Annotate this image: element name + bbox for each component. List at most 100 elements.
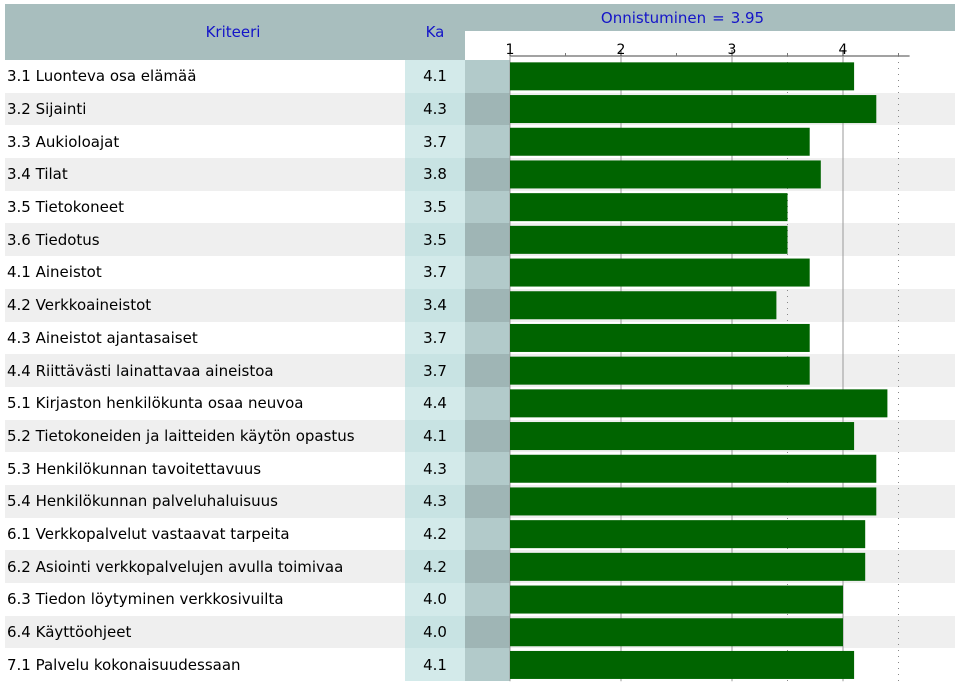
chart-gutter	[465, 354, 510, 387]
criterion-label: 6.3 Tiedon löytyminen verkkosivuilta	[7, 590, 284, 609]
table-row: 4.2 Verkkoaineistot 3.4	[5, 288, 955, 322]
chart-gutter	[465, 386, 510, 420]
criterion-label: 5.4 Henkilökunnan palveluhaluisuus	[7, 492, 278, 511]
mean-value: 4.1	[405, 60, 465, 93]
chart-gutter	[465, 125, 510, 159]
chart-gutter	[465, 452, 510, 485]
table-row: 3.6 Tiedotus 3.5	[5, 223, 955, 257]
bar	[510, 454, 877, 483]
bar	[510, 356, 810, 385]
chart-gutter	[465, 190, 510, 224]
chart-gutter	[465, 583, 510, 616]
criterion-label: 3.4 Tilat	[7, 165, 68, 184]
tick-label: 2	[617, 42, 626, 58]
chart-gutter	[465, 615, 510, 649]
chart-gutter	[465, 648, 510, 682]
criteria-header-label: Kriteeri	[205, 23, 261, 41]
mean-value: 3.7	[405, 125, 465, 159]
criterion-label: 3.3 Aukioloajat	[7, 132, 120, 151]
criterion-label: 6.1 Verkkopalvelut vastaavat tarpeita	[7, 524, 290, 543]
mean-value: 3.5	[405, 223, 465, 257]
mean-value: 3.7	[405, 321, 465, 355]
table-row: 4.3 Aineistot ajantasaiset 3.7	[5, 321, 955, 355]
bar	[510, 225, 788, 254]
tick-label: 3	[728, 42, 737, 58]
chart-gutter	[465, 60, 510, 93]
bar	[510, 650, 855, 679]
table-row: 4.1 Aineistot 3.7	[5, 256, 955, 289]
bar	[510, 618, 843, 647]
chart-header: Onnistuminen = 3.95	[465, 4, 955, 31]
bar	[510, 95, 877, 124]
criterion-label: 4.2 Verkkoaineistot	[7, 296, 152, 315]
table-row: 3.5 Tietokoneet 3.5	[5, 190, 955, 224]
tick-label: 4	[839, 42, 848, 58]
chart-gutter	[465, 484, 510, 518]
mean-value: 4.1	[405, 648, 465, 682]
chart-gutter	[465, 92, 510, 126]
bar	[510, 323, 810, 352]
bar	[510, 552, 866, 581]
criterion-label: 5.3 Henkilökunnan tavoitettavuus	[7, 459, 262, 478]
criterion-label: 3.5 Tietokoneet	[7, 198, 124, 217]
bar	[510, 585, 843, 614]
mean-value: 4.3	[405, 92, 465, 126]
mean-value: 3.4	[405, 288, 465, 322]
bar	[510, 487, 877, 516]
chart-gutter	[465, 550, 510, 583]
bar	[510, 389, 888, 418]
bar	[510, 291, 777, 320]
mean-value: 3.5	[405, 190, 465, 224]
criterion-label: 5.1 Kirjaston henkilökunta osaa neuvoa	[7, 394, 304, 413]
criterion-label: 6.4 Käyttöohjeet	[7, 623, 132, 642]
table-row: 5.1 Kirjaston henkilökunta osaa neuvoa 4.…	[5, 386, 955, 420]
mean-header-label: Ka	[425, 23, 445, 41]
chart-gutter	[465, 158, 510, 191]
chart-gutter	[465, 321, 510, 355]
table-row: 5.3 Henkilökunnan tavoitettavuus 4.3	[5, 452, 955, 485]
table-row: 3.3 Aukioloajat 3.7	[5, 125, 955, 159]
criterion-label: 4.1 Aineistot	[7, 263, 102, 282]
bar	[510, 520, 866, 549]
bar	[510, 62, 855, 91]
chart-gutter	[465, 517, 510, 551]
chart-title-value: 3.95	[730, 8, 765, 27]
chart-title-equals: =	[712, 8, 725, 27]
criterion-label: 6.2 Asiointi verkkopalvelujen avulla toi…	[7, 557, 344, 576]
mean-value: 4.3	[405, 452, 465, 485]
bar	[510, 127, 810, 156]
mean-value: 3.7	[405, 354, 465, 387]
criterion-label: 3.2 Sijainti	[7, 100, 87, 119]
mean-value: 4.0	[405, 615, 465, 649]
chart-gutter	[465, 256, 510, 289]
mean-value: 4.2	[405, 550, 465, 583]
criterion-label: 4.3 Aineistot ajantasaiset	[7, 328, 198, 347]
chart-gutter	[465, 223, 510, 257]
table-row: 7.1 Palvelu kokonaisuudessaan 4.1	[5, 648, 955, 682]
chart-title: Onnistuminen	[600, 8, 707, 27]
criterion-label: 4.4 Riittävästi lainattavaa aineistoa	[7, 361, 274, 380]
criterion-label: 5.2 Tietokoneiden ja laitteiden käytön o…	[7, 426, 355, 445]
table-row: 6.3 Tiedon löytyminen verkkosivuilta 4.0	[5, 583, 955, 616]
criterion-label: 3.6 Tiedotus	[7, 230, 100, 249]
mean-value: 4.0	[405, 583, 465, 616]
chart-gutter	[465, 419, 510, 453]
criterion-label: 7.1 Palvelu kokonaisuudessaan	[7, 655, 241, 674]
bar	[510, 193, 788, 222]
chart-gutter	[465, 288, 510, 322]
mean-value: 3.8	[405, 158, 465, 191]
bar	[510, 160, 821, 189]
criterion-label: 3.1 Luonteva osa elämää	[7, 67, 197, 86]
mean-header: Ka	[405, 4, 465, 60]
mean-value: 3.7	[405, 256, 465, 289]
mean-value: 4.4	[405, 386, 465, 420]
bar	[510, 258, 810, 287]
criteria-header: Kriteeri	[5, 4, 405, 60]
bar	[510, 422, 855, 451]
mean-value: 4.2	[405, 517, 465, 551]
table-row: 6.1 Verkkopalvelut vastaavat tarpeita 4.2	[5, 517, 955, 551]
mean-value: 4.1	[405, 419, 465, 453]
table-row: 3.1 Luonteva osa elämää 4.1	[5, 60, 955, 93]
tick-label: 1	[506, 42, 515, 58]
